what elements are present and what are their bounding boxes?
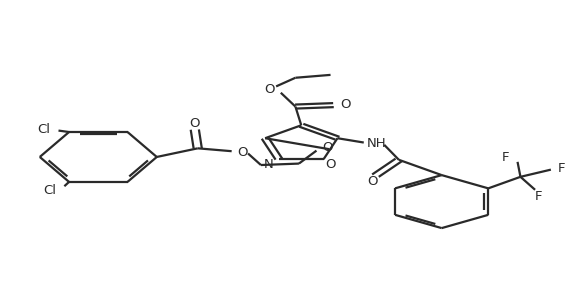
Text: O: O [340, 98, 350, 111]
Text: NH: NH [367, 137, 387, 149]
Text: O: O [264, 83, 274, 96]
Text: F: F [558, 162, 565, 175]
Text: N: N [263, 158, 273, 171]
Text: Cl: Cl [43, 184, 56, 197]
Text: O: O [190, 117, 200, 130]
Text: O: O [322, 141, 332, 154]
Text: O: O [237, 145, 247, 159]
Text: F: F [502, 151, 510, 164]
Text: Cl: Cl [37, 123, 50, 136]
Text: F: F [534, 190, 542, 203]
Text: O: O [325, 158, 336, 171]
Text: O: O [367, 175, 378, 188]
